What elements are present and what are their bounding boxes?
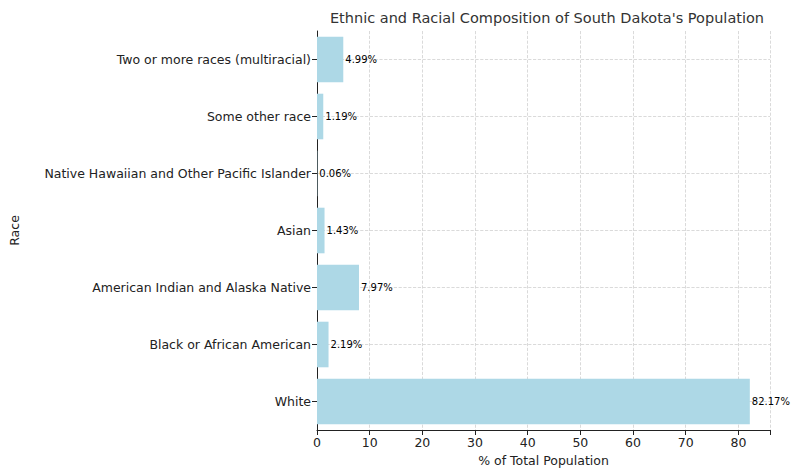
svg-text:Two or more races (multiracial: Two or more races (multiracial) [116, 52, 311, 67]
svg-text:Race: Race [7, 215, 22, 246]
svg-text:50: 50 [572, 435, 588, 450]
svg-text:0.06%: 0.06% [319, 168, 351, 179]
svg-text:80: 80 [730, 435, 746, 450]
svg-text:82.17%: 82.17% [752, 396, 790, 407]
svg-text:30: 30 [467, 435, 483, 450]
svg-text:% of Total Population: % of Total Population [478, 453, 609, 468]
svg-text:4.99%: 4.99% [345, 54, 377, 65]
svg-text:10: 10 [362, 435, 378, 450]
svg-text:Some other race: Some other race [207, 109, 311, 124]
svg-text:Native Hawaiian and Other Paci: Native Hawaiian and Other Pacific Island… [44, 166, 311, 181]
svg-text:Asian: Asian [277, 223, 311, 238]
svg-text:Black or African American: Black or African American [149, 337, 311, 352]
svg-text:60: 60 [625, 435, 641, 450]
svg-text:Ethnic and Racial Composition: Ethnic and Racial Composition of South D… [330, 10, 764, 26]
svg-text:20: 20 [414, 435, 430, 450]
svg-text:0: 0 [313, 435, 321, 450]
svg-text:1.43%: 1.43% [327, 225, 359, 236]
svg-text:70: 70 [678, 435, 694, 450]
svg-text:7.97%: 7.97% [361, 282, 393, 293]
svg-text:American Indian and Alaska Nat: American Indian and Alaska Native [92, 280, 311, 295]
svg-text:40: 40 [520, 435, 536, 450]
svg-text:White: White [275, 394, 312, 409]
svg-text:2.19%: 2.19% [331, 339, 363, 350]
svg-text:1.19%: 1.19% [325, 111, 357, 122]
